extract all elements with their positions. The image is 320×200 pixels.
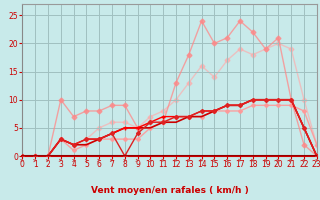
X-axis label: Vent moyen/en rafales ( km/h ): Vent moyen/en rafales ( km/h ) xyxy=(91,186,248,195)
